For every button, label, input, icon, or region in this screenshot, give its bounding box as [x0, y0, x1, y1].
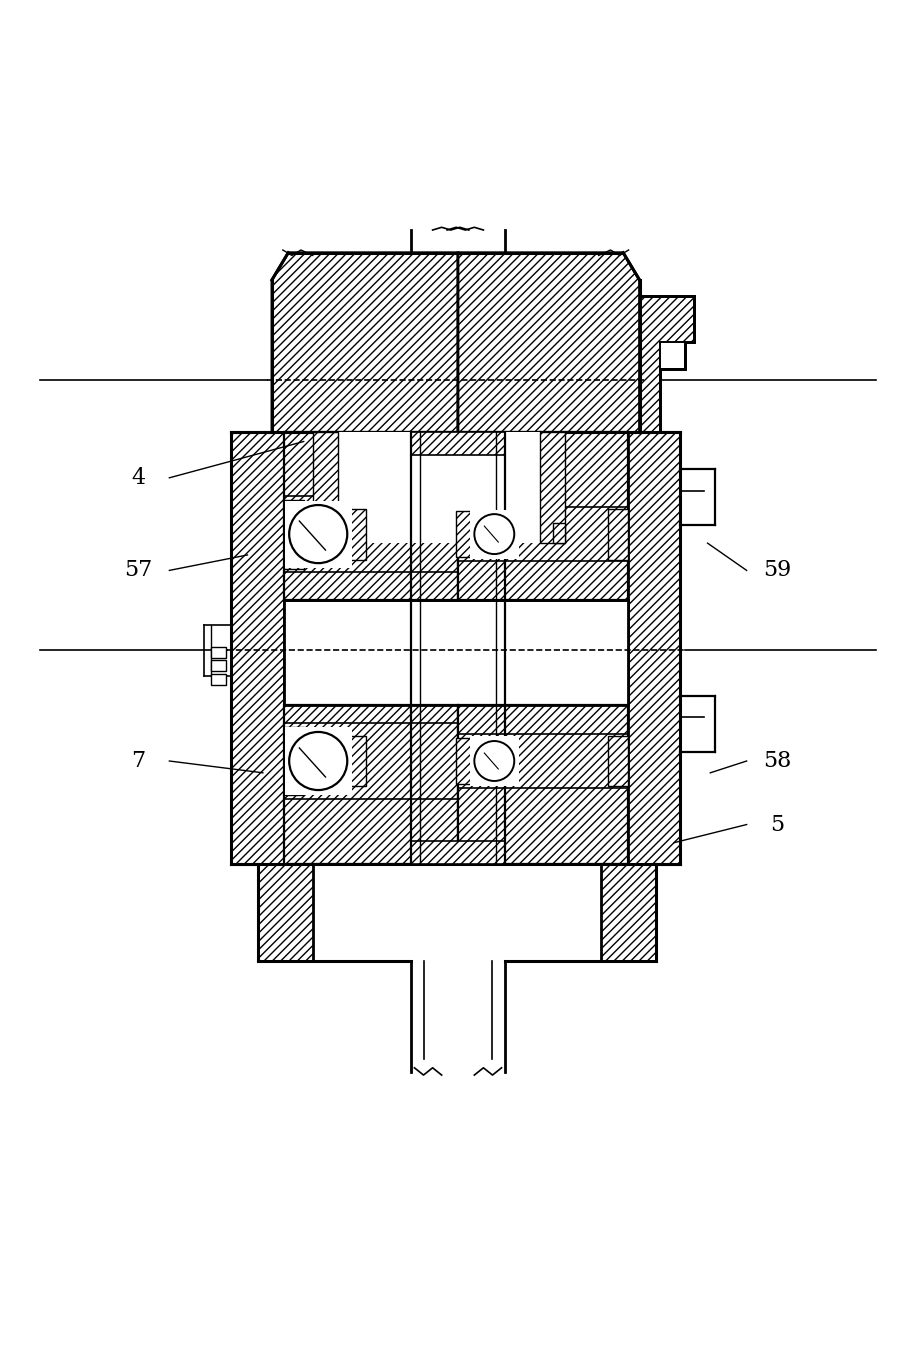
Bar	[338, 432, 540, 543]
Bar	[258, 863, 312, 961]
Bar	[602, 863, 656, 961]
Polygon shape	[458, 253, 639, 432]
Polygon shape	[458, 432, 627, 600]
Bar	[285, 728, 352, 794]
Text: 57: 57	[125, 560, 153, 581]
Bar	[312, 523, 324, 543]
Bar	[350, 508, 366, 560]
Bar	[627, 432, 681, 863]
Bar	[410, 863, 506, 961]
Bar	[470, 737, 518, 786]
Text: 58: 58	[763, 751, 791, 772]
Text: 4: 4	[131, 467, 146, 489]
Bar	[285, 500, 352, 568]
Bar	[312, 432, 338, 543]
Polygon shape	[284, 705, 458, 863]
Bar	[456, 511, 473, 557]
Polygon shape	[272, 253, 458, 432]
Bar	[470, 509, 518, 558]
Circle shape	[474, 741, 514, 780]
Bar	[540, 432, 565, 543]
Bar	[284, 600, 627, 705]
Polygon shape	[284, 432, 458, 600]
Circle shape	[289, 505, 347, 564]
Bar	[456, 738, 473, 783]
Text: 7: 7	[131, 751, 146, 772]
Text: 5: 5	[770, 813, 785, 836]
Polygon shape	[458, 705, 627, 863]
Bar	[231, 432, 284, 863]
Bar	[410, 841, 506, 863]
Bar	[553, 523, 565, 543]
Circle shape	[289, 732, 347, 790]
Bar	[660, 341, 685, 369]
Bar	[350, 736, 366, 786]
Bar	[410, 432, 506, 455]
Bar	[211, 646, 225, 657]
Polygon shape	[639, 297, 694, 432]
Bar	[607, 508, 627, 560]
Text: 59: 59	[763, 560, 791, 581]
Bar	[607, 736, 627, 786]
Bar	[284, 500, 304, 569]
Bar	[211, 660, 225, 671]
Circle shape	[474, 514, 514, 554]
Bar	[284, 726, 304, 795]
Bar	[211, 673, 225, 684]
